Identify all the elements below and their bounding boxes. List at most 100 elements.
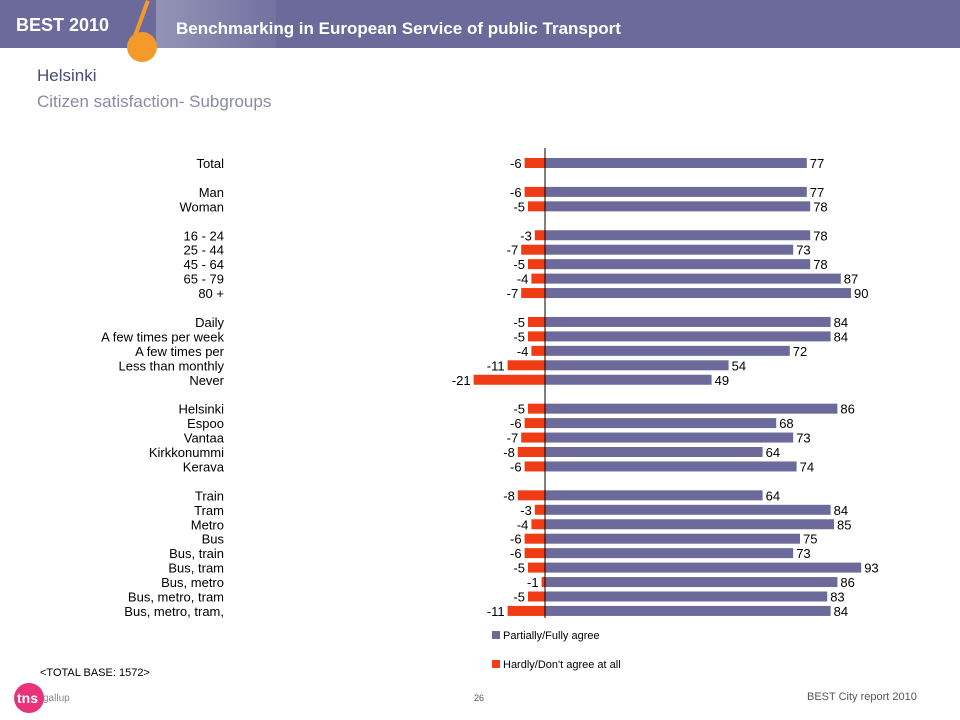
agree-value-label: 78: [813, 257, 827, 272]
agree-value-label: 86: [840, 575, 854, 590]
disagree-bar: [524, 461, 545, 472]
accent-circle: [127, 32, 157, 62]
category-label: Tram: [194, 503, 224, 518]
category-label: Bus, train: [169, 546, 224, 561]
disagree-bar: [541, 577, 545, 588]
disagree-bar: [473, 374, 545, 385]
agree-value-label: 73: [796, 546, 810, 561]
category-label: Bus, metro: [161, 575, 224, 590]
agree-value-label: 90: [854, 286, 868, 301]
agree-bar: [545, 461, 797, 472]
disagree-bar: [528, 331, 545, 342]
agree-bar: [545, 562, 862, 573]
agree-bar: [545, 504, 831, 515]
agree-value-label: 73: [796, 243, 810, 258]
disagree-value-label: -5: [513, 329, 525, 344]
disagree-bar: [517, 447, 545, 457]
agree-bar: [545, 374, 712, 385]
agree-bar: [545, 331, 831, 342]
category-label: Helsinki: [178, 402, 224, 417]
agree-bar: [545, 360, 729, 371]
disagree-value-label: -5: [513, 257, 525, 272]
legend-label-agree: Partially/Fully agree: [503, 630, 600, 642]
page-subtitle: Citizen satisfaction- Subgroups: [37, 92, 272, 111]
disagree-value-label: -5: [513, 315, 525, 330]
disagree-bar: [507, 605, 545, 616]
disagree-value-label: -6: [510, 416, 522, 431]
disagree-bar: [521, 432, 545, 443]
agree-value-label: 49: [715, 373, 729, 388]
disagree-value-label: -8: [503, 445, 515, 460]
disagree-value-label: -4: [517, 344, 529, 359]
disagree-bar: [531, 273, 545, 284]
disagree-bar: [534, 230, 545, 241]
category-label: Vantaa: [184, 431, 225, 446]
agree-bar: [545, 345, 790, 356]
disagree-value-label: -4: [517, 272, 529, 287]
brand-label: BEST 2010: [16, 15, 110, 35]
logo-subtext: gallup: [43, 693, 70, 704]
disagree-value-label: -4: [517, 517, 529, 532]
category-label: Metro: [191, 517, 224, 532]
disagree-bar: [524, 418, 545, 429]
category-label: Man: [199, 185, 224, 200]
header-bar: BEST 2010 Benchmarking in European Servi…: [0, 0, 960, 48]
disagree-bar: [528, 201, 545, 212]
agree-value-label: 84: [834, 329, 848, 344]
category-label: Total: [197, 156, 225, 171]
disagree-value-label: -5: [513, 199, 525, 214]
agree-value-label: 77: [810, 185, 824, 200]
agree-bar: [545, 490, 763, 501]
agree-value-label: 78: [813, 228, 827, 243]
disagree-value-label: -21: [452, 373, 471, 388]
disagree-bar: [524, 548, 545, 559]
disagree-value-label: -7: [507, 431, 519, 446]
report-name: BEST City report 2010: [807, 691, 917, 703]
agree-value-label: 85: [837, 517, 851, 532]
category-label: Bus, metro, tram: [128, 590, 224, 605]
agree-bar: [545, 259, 811, 270]
disagree-value-label: -8: [503, 488, 515, 503]
disagree-bar: [531, 519, 545, 530]
disagree-value-label: -6: [510, 156, 522, 171]
agree-value-label: 84: [834, 503, 848, 518]
agree-bar: [545, 186, 807, 197]
category-label: Kirkkonummi: [149, 445, 224, 460]
disagree-bar: [524, 186, 545, 197]
agree-value-label: 86: [840, 402, 854, 417]
header-photo: [156, 0, 276, 48]
disagree-value-label: -11: [487, 604, 505, 619]
agree-bar: [545, 591, 828, 602]
agree-value-label: 64: [766, 488, 780, 503]
agree-value-label: 73: [796, 431, 810, 446]
agree-value-label: 74: [800, 459, 814, 474]
agree-value-label: 78: [813, 199, 827, 214]
disagree-value-label: -5: [513, 402, 525, 417]
disagree-bar: [528, 316, 545, 327]
disagree-value-label: -6: [510, 532, 522, 547]
legend-label-disagree: Hardly/Don't agree at all: [503, 659, 621, 671]
agree-bar: [545, 244, 794, 255]
disagree-bar: [524, 533, 545, 544]
header-title: Benchmarking in European Service of publ…: [176, 19, 621, 38]
agree-bar: [545, 577, 838, 588]
page-number: 26: [474, 693, 485, 703]
disagree-bar: [528, 562, 545, 573]
agree-value-label: 72: [793, 344, 807, 359]
agree-value-label: 64: [766, 445, 780, 460]
legend-swatch-disagree: [492, 660, 500, 668]
category-label: 25 - 44: [184, 243, 224, 258]
agree-bar: [545, 447, 763, 457]
category-label: Less than monthly: [118, 358, 224, 373]
agree-bar: [545, 605, 831, 616]
agree-value-label: 93: [864, 561, 878, 576]
agree-value-label: 77: [810, 156, 824, 171]
category-label: Bus: [202, 532, 225, 547]
category-label: 16 - 24: [184, 228, 224, 243]
agree-bar: [545, 548, 794, 559]
agree-value-label: 75: [803, 532, 817, 547]
agree-value-label: 84: [834, 604, 848, 619]
disagree-bar: [524, 158, 545, 168]
category-label: Train: [195, 488, 224, 503]
